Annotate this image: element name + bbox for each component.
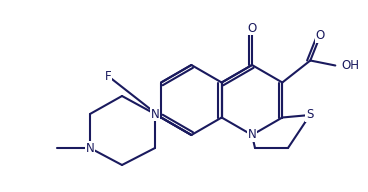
Text: F: F (105, 70, 111, 83)
Text: O: O (247, 22, 256, 35)
Text: OH: OH (341, 59, 359, 72)
Text: N: N (86, 142, 94, 155)
Text: N: N (248, 128, 256, 142)
Text: O: O (316, 29, 325, 42)
Text: N: N (151, 108, 159, 121)
Text: S: S (306, 108, 314, 122)
